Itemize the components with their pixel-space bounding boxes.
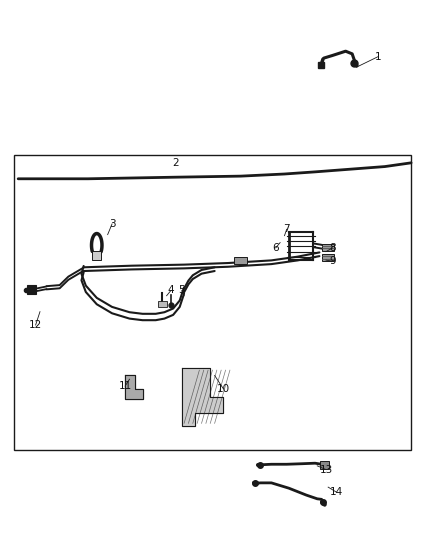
- Text: 9: 9: [329, 256, 336, 266]
- Text: 1: 1: [375, 52, 381, 61]
- Bar: [321, 254, 334, 261]
- Text: 2: 2: [172, 158, 179, 168]
- Text: 12: 12: [29, 320, 42, 330]
- Bar: [92, 251, 101, 260]
- Text: 8: 8: [329, 243, 336, 253]
- Bar: [158, 301, 166, 308]
- Text: 3: 3: [109, 219, 115, 229]
- Text: 7: 7: [283, 224, 290, 235]
- Bar: [14, 155, 411, 450]
- Polygon shape: [182, 368, 223, 426]
- Text: 13: 13: [319, 465, 332, 474]
- Polygon shape: [125, 375, 143, 399]
- Text: 10: 10: [217, 384, 230, 394]
- Text: 11: 11: [119, 381, 132, 391]
- Text: 6: 6: [272, 243, 279, 253]
- Bar: [234, 257, 247, 264]
- Bar: [320, 461, 329, 469]
- Bar: [27, 285, 36, 294]
- Bar: [321, 244, 334, 251]
- Text: 14: 14: [330, 488, 343, 497]
- Text: 5: 5: [179, 286, 185, 295]
- Text: 4: 4: [168, 286, 174, 295]
